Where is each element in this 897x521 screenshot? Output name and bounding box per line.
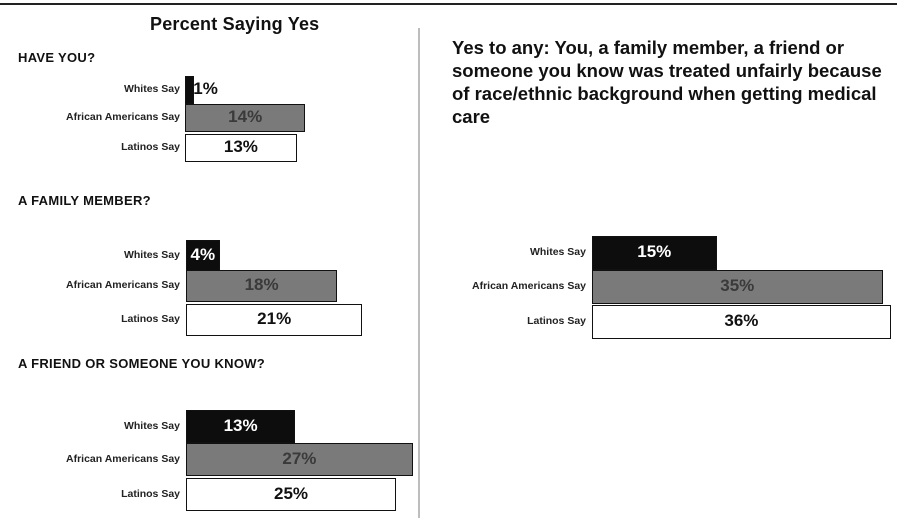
category-label-family-member-whites-say: Whites Say (123, 249, 180, 261)
value-label-family-member-african-americans-say: 18% (244, 275, 279, 294)
section-title-family-member: A FAMILY MEMBER? (18, 193, 151, 208)
bar-family-member-african-americans-say (186, 270, 338, 302)
bar-friend-african-americans-say (186, 443, 413, 476)
summary-heading: Yes to any: You, a family member, a frie… (452, 37, 882, 127)
bar-friend-whites-say (186, 410, 296, 443)
category-label-friend-latinos-say: Latinos Say (121, 487, 180, 500)
section-title-have-you: HAVE YOU? (18, 50, 96, 65)
section-title-friend: A FRIEND OR SOMEONE YOU KNOW? (18, 356, 266, 371)
value-label-any-whites-say: 15% (637, 242, 672, 261)
value-label-any-latinos-say: 36% (724, 311, 759, 330)
bar-friend-latinos-say (186, 478, 396, 511)
bar-any-african-americans-say (592, 270, 883, 304)
category-label-have-you-whites-say: Whites Say (123, 83, 180, 95)
bar-any-latinos-say (592, 305, 891, 339)
category-label-friend-whites-say: Whites Say (123, 419, 180, 432)
value-label-friend-latinos-say: 25% (273, 483, 309, 503)
bar-family-member-latinos-say (186, 304, 363, 336)
bar-have-you-latinos-say (185, 134, 297, 162)
category-label-any-african-americans-say: African Americans Say (472, 280, 586, 292)
category-label-have-you-african-americans-say: African Americans Say (66, 111, 180, 123)
value-label-family-member-whites-say: 4% (190, 245, 216, 264)
value-label-family-member-latinos-say: 21% (257, 309, 292, 328)
value-label-any-african-americans-say: 35% (720, 276, 755, 295)
chart-main-title: Percent Saying Yes (150, 14, 320, 34)
value-label-friend-whites-say: 13% (223, 415, 258, 435)
category-label-any-whites-say: Whites Say (529, 246, 586, 258)
category-label-family-member-latinos-say: Latinos Say (121, 313, 180, 325)
panel-divider (418, 28, 420, 518)
top-rule (0, 3, 897, 5)
bar-have-you-whites-say (185, 76, 194, 104)
bar-family-member-whites-say (186, 240, 220, 272)
category-label-have-you-latinos-say: Latinos Say (121, 141, 180, 153)
value-label-have-you-african-americans-say: 14% (228, 107, 263, 126)
value-label-friend-african-americans-say: 27% (282, 448, 317, 468)
category-label-friend-african-americans-say: African Americans Say (66, 452, 180, 465)
bar-have-you-african-americans-say (185, 104, 306, 132)
category-label-any-latinos-say: Latinos Say (527, 315, 586, 327)
category-label-family-member-african-americans-say: African Americans Say (66, 279, 180, 291)
bar-any-whites-say (592, 236, 717, 270)
value-label-have-you-latinos-say: 13% (223, 137, 258, 156)
value-label-have-you-whites-say: 1% (193, 79, 218, 98)
